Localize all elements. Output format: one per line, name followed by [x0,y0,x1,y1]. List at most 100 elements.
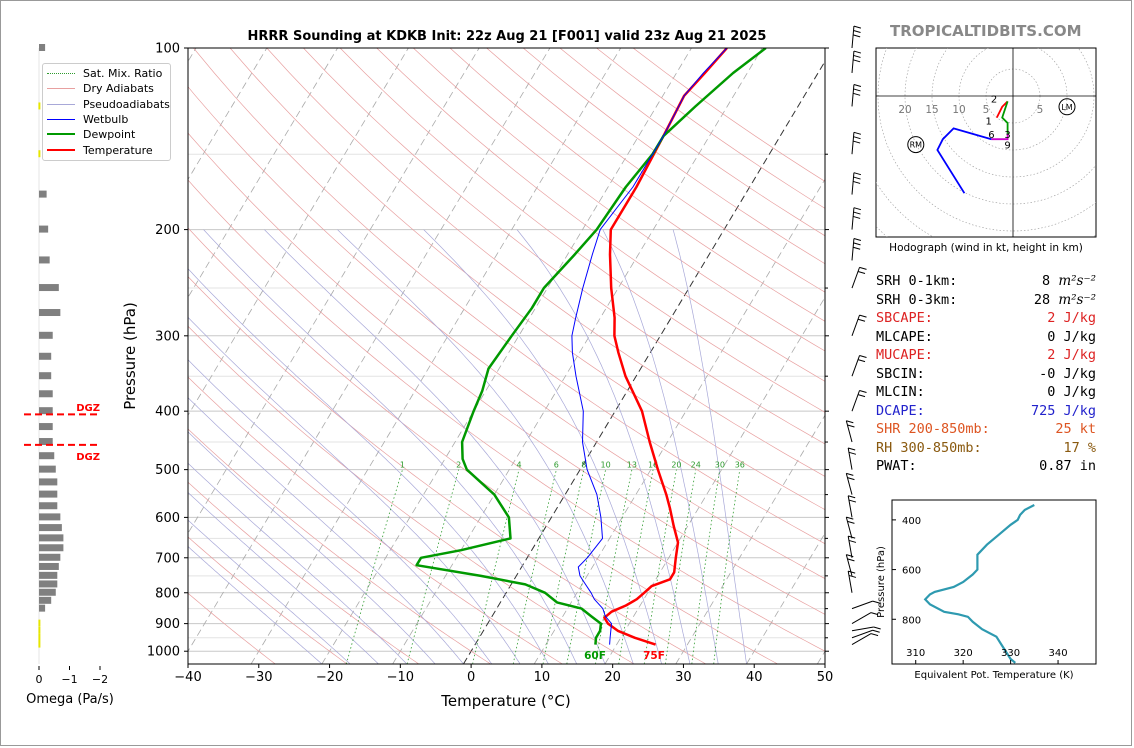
dry-adiabat [188,86,825,579]
surface-temperature-label: 75F [643,650,665,662]
y-tick-label: 100 [155,42,180,57]
barb-staff [851,51,855,74]
pseudoadiabat [188,546,323,664]
y-tick-label: 600 [155,511,180,526]
barb-staff [847,536,853,558]
wind-barb [851,355,867,377]
hodograph-ring-label: 10 [952,104,965,116]
brand-watermark: TROPICALTIDBITS.COM [890,22,1082,40]
barb-flag [853,29,861,33]
barb-flag [857,271,866,274]
dry-adiabat [229,48,825,511]
y-axis-label: Pressure (hPa) [121,302,139,410]
barb-staff [845,473,853,495]
legend-item: Pseudoadiabats [47,97,170,111]
isotherm [250,48,622,664]
barb-flag [870,612,879,616]
omega-bar [39,452,55,460]
wind-barb [851,600,880,610]
thetae-y-tick-label: 400 [902,516,921,527]
barb-flag [846,420,854,424]
x-tick-label: 40 [746,670,763,685]
barb-flag [853,140,861,144]
pseudoadiabat [188,462,408,664]
dry-adiabat [188,376,563,664]
omega-bar [38,102,41,110]
barb-flag [853,180,861,184]
omega-bar [39,478,58,486]
isotherm [321,48,692,664]
omega-axis-label: Omega (Pa/s) [26,692,114,707]
isotherm [188,48,409,417]
mixing-ratio-label: 30 [715,461,725,470]
dry-adiabat [193,48,825,545]
pseudoadiabat [516,229,691,664]
barb-flag [853,207,862,211]
omega-bar [39,562,59,570]
omega-bar [39,588,56,596]
omega-bar [38,626,41,634]
stat-row: PWAT: 0.87 in [876,458,1096,474]
wind-barb [845,472,855,495]
isotherm [188,48,480,535]
dry-adiabat [188,536,348,664]
legend-swatch [47,87,75,89]
dry-adiabat [188,132,825,615]
barb-staff [847,571,853,593]
wind-barb [847,447,857,470]
mixing-ratio-line [512,469,557,664]
barb-staff [851,132,855,155]
hodograph-trace [991,133,1009,141]
hodograph-trace [1001,101,1009,134]
hodograph-height-label: 2 [991,95,997,106]
barb-flag [853,172,862,176]
legend-item: Wetbulb [47,112,128,126]
legend-item: Sat. Mix. Ratio [47,66,162,80]
mixing-ratio-label: 16 [648,461,658,470]
isotherm [188,48,338,299]
omega-bar [39,390,53,398]
omega-bar [39,438,53,446]
mixing-ratio-line [566,469,606,664]
barb-flag [853,50,862,54]
barb-flag [847,424,855,428]
barb-flag [857,394,866,398]
barb-flag [847,520,855,524]
thetae-x-tick-label: 320 [954,648,973,659]
dry-adiabat [449,48,825,322]
barb-staff [851,633,872,646]
stat-row: RH 300-850mb: 17 % [876,439,1096,456]
barb-flag [870,633,879,637]
pseudoadiabat [602,229,719,664]
barb-flag [847,477,855,481]
hodograph-height-label: 1 [986,116,992,127]
barb-flag [873,626,881,630]
barb-flag [853,34,861,38]
mixing-ratio-line [618,469,654,664]
dry-adiabat [188,276,707,664]
barb-flag [857,359,866,363]
x-tick-label: 10 [534,670,551,685]
pseudoadiabat [337,229,634,664]
wind-barb [845,516,855,539]
barb-flag [859,266,867,270]
x-tick-label: −10 [387,670,414,685]
dgz-label-top: DGZ [76,403,100,414]
y-tick-label: 800 [155,586,180,601]
pseudoadiabat [203,229,578,664]
omega-bar [38,150,41,158]
omega-bar [39,524,62,532]
hodograph-ring-label: 5 [1037,104,1044,116]
omega-bar [38,633,41,641]
barb-flag [853,25,862,29]
barb-flag [848,574,857,578]
x-tick-label: −20 [316,670,343,685]
barb-staff [851,626,874,632]
chart-title: HRRR Sounding at KDKB Init: 22z Aug 21 [… [248,29,767,44]
legend-item: Dewpoint [47,127,135,141]
mixing-ratio-label: 10 [601,461,611,470]
omega-bar [39,571,58,579]
dry-adiabat [188,179,825,652]
barb-flag [853,88,861,92]
barb-staff [851,629,873,639]
